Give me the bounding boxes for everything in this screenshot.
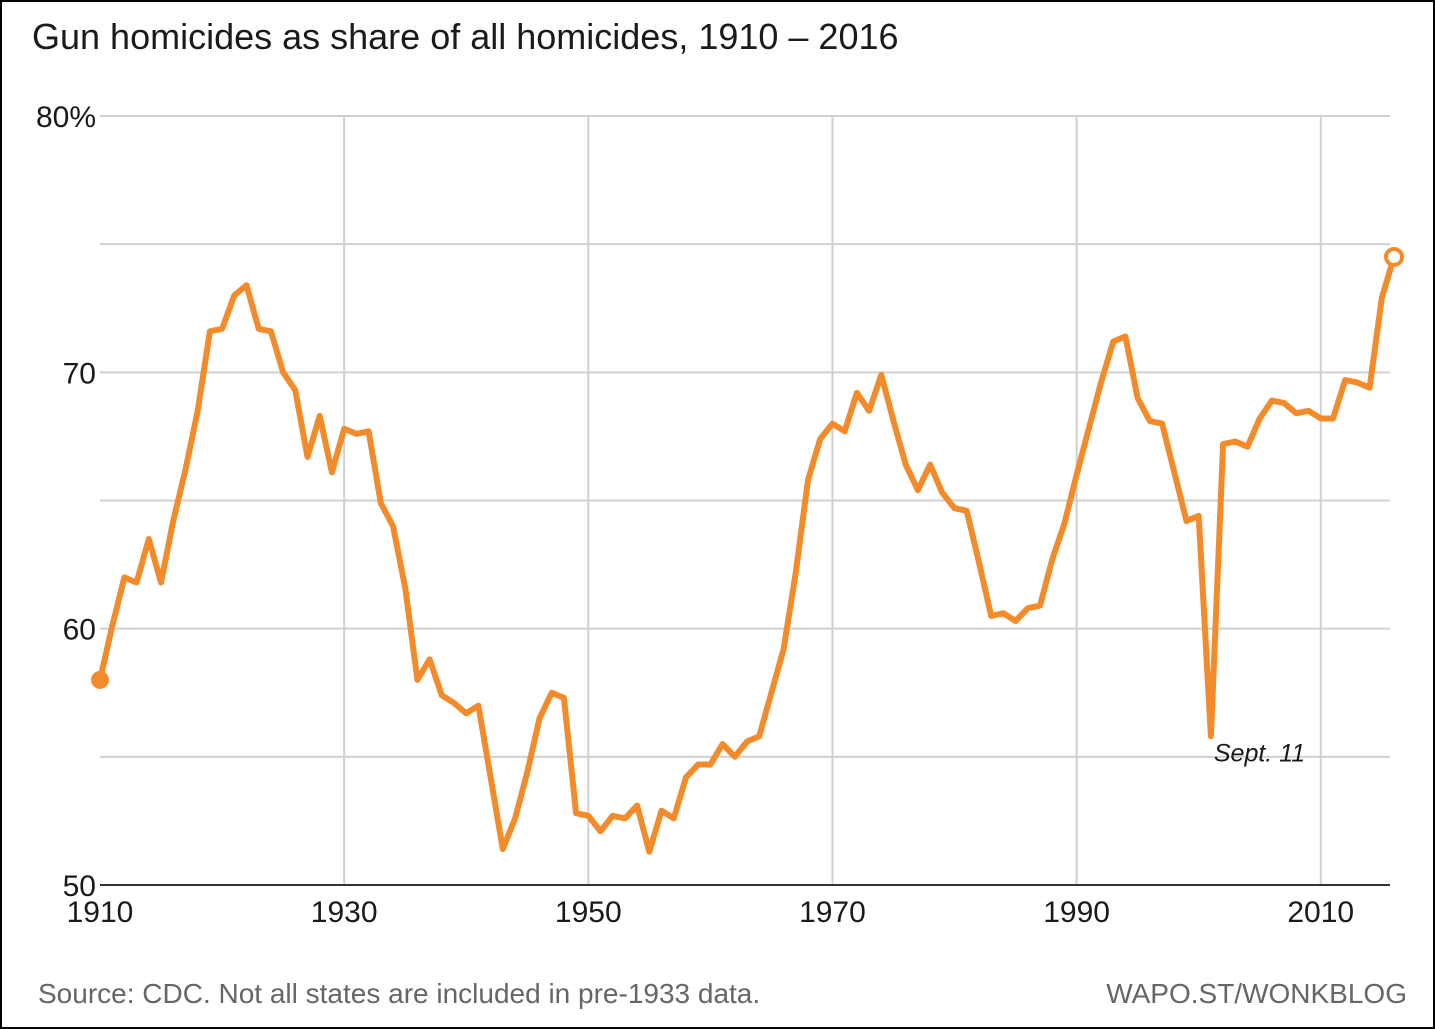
y-tick-label: 60 — [63, 614, 96, 647]
x-tick-label: 1970 — [799, 896, 866, 929]
y-tick-label: 70 — [63, 357, 96, 390]
end-point-marker — [1384, 246, 1404, 267]
x-tick-label: 1990 — [1043, 896, 1110, 929]
start-point-marker — [91, 670, 109, 689]
y-tick-label: 50 — [63, 870, 96, 903]
x-tick-label: 1930 — [311, 896, 378, 929]
annotation-label: Sept. 11 — [1214, 739, 1305, 767]
series-line — [97, 254, 1397, 855]
x-tick-label: 1950 — [555, 896, 622, 929]
x-tick-label: 2010 — [1287, 896, 1354, 929]
label-layer: 50 60 70 80% 1910 1930 1950 1970 1990 2010 Sept. 1… — [36, 101, 1354, 929]
grid-layer — [100, 115, 1390, 885]
credit-text: WAPO.ST/WONKBLOG — [1106, 978, 1407, 1009]
y-tick-label: 80% — [36, 101, 96, 134]
source-note: Source: CDC. Not all states are included… — [38, 978, 761, 1009]
chart-title: Gun homicides as share of all homicides,… — [32, 16, 899, 57]
series-layer — [91, 246, 1404, 855]
x-tick-label: 1910 — [67, 896, 134, 929]
